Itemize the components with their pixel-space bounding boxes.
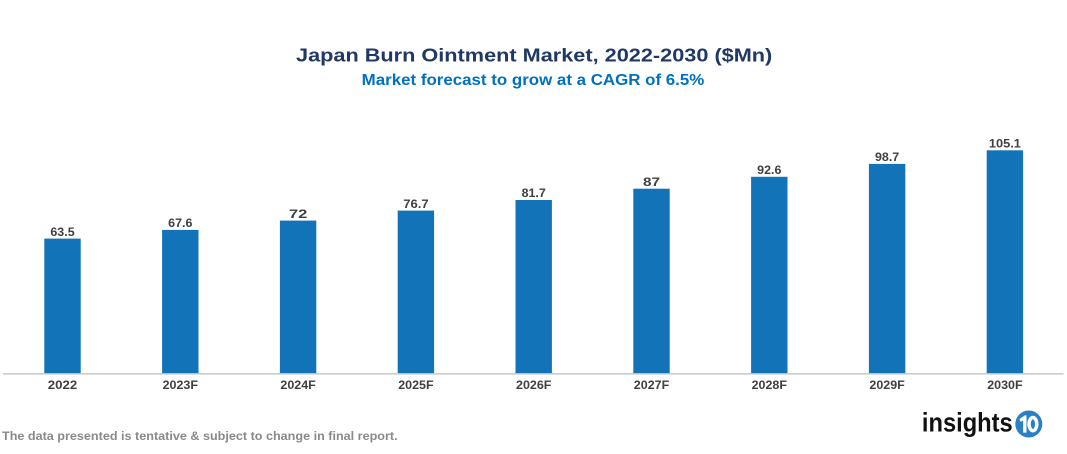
svg-text:Market forecast to grow at a C: Market forecast to grow at a CAGR of 6.5…: [362, 72, 705, 89]
svg-text:2024F: 2024F: [280, 378, 316, 392]
svg-text:72: 72: [289, 208, 307, 221]
svg-text:98.7: 98.7: [875, 150, 899, 164]
svg-text:81.7: 81.7: [522, 186, 546, 200]
svg-text:92.6: 92.6: [757, 163, 781, 177]
svg-text:insights: insights: [922, 408, 1013, 438]
svg-text:The data presented is tentativ: The data presented is tentative & subjec…: [2, 429, 398, 443]
svg-text:76.7: 76.7: [403, 197, 428, 210]
svg-text:2029F: 2029F: [869, 378, 905, 392]
svg-text:2023F: 2023F: [163, 378, 199, 392]
svg-text:2028F: 2028F: [752, 378, 788, 392]
svg-text:Japan Burn Ointment Market, 20: Japan Burn Ointment Market, 2022-2030 ($…: [296, 45, 772, 65]
svg-text:63.5: 63.5: [50, 225, 74, 239]
svg-text:105.1: 105.1: [989, 137, 1021, 151]
svg-text:67.6: 67.6: [168, 216, 192, 230]
svg-text:2022: 2022: [48, 379, 77, 392]
svg-text:2026F: 2026F: [516, 378, 552, 392]
svg-text:87: 87: [643, 175, 660, 188]
svg-text:2027F: 2027F: [634, 378, 670, 392]
svg-text:2030F: 2030F: [987, 378, 1023, 392]
svg-text:2025F: 2025F: [398, 378, 434, 392]
